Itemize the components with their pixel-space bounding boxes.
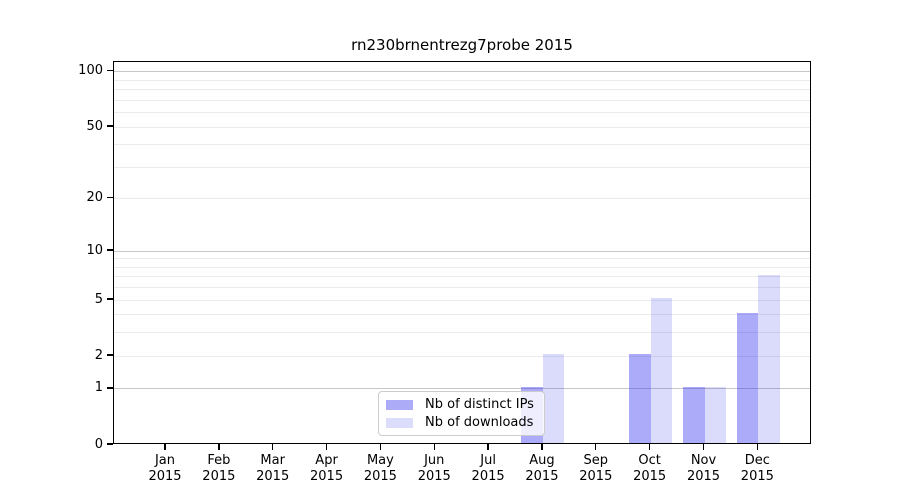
y-tick (107, 387, 113, 389)
bar-nb-of-downloads (542, 354, 565, 443)
gridline-minor (114, 99, 810, 101)
x-tick (272, 444, 274, 450)
x-tick (595, 444, 597, 450)
x-tick (487, 444, 489, 450)
x-tick-label: Jul 2015 (471, 453, 505, 484)
gridline-minor (114, 332, 810, 334)
x-tick (433, 444, 435, 450)
legend: Nb of distinct IPs Nb of downloads (378, 391, 545, 436)
x-tick-label: Jun 2015 (417, 453, 451, 484)
x-tick (218, 444, 220, 450)
y-tick (107, 443, 113, 445)
chart-title: rn230brnentrezg7probe 2015 (351, 36, 573, 54)
y-tick-label: 10 (86, 242, 103, 258)
x-tick (164, 444, 166, 450)
x-tick (648, 444, 651, 450)
y-tick (107, 125, 113, 127)
bar-nb-of-downloads (650, 298, 673, 443)
x-tick (379, 444, 382, 450)
y-tick-label: 100 (78, 63, 103, 79)
gridline-minor (114, 198, 810, 200)
gridline-minor (114, 166, 810, 168)
gridline-minor (114, 314, 810, 316)
x-tick (702, 444, 705, 450)
gridline-minor (114, 258, 810, 260)
gridline-minor (114, 79, 810, 81)
legend-label: Nb of distinct IPs (425, 396, 534, 412)
y-tick (107, 298, 113, 300)
x-tick-label: Sep 2015 (579, 453, 613, 484)
y-tick (107, 354, 113, 356)
bar-nb-of-downloads (758, 274, 780, 443)
legend-row: Nb of distinct IPs (386, 396, 538, 412)
y-tick-label: 1 (94, 380, 103, 396)
bar-nb-of-distinct-ips (736, 312, 759, 443)
x-tick (325, 444, 328, 450)
y-tick (107, 197, 113, 199)
gridline-minor (114, 276, 810, 278)
gridline-minor (114, 266, 810, 268)
legend-swatch-distinct-ips (386, 399, 413, 410)
x-tick-label: Oct 2015 (633, 453, 667, 484)
gridline-minor (114, 355, 810, 357)
gridline-major (114, 71, 810, 73)
bar-nb-of-distinct-ips (629, 354, 651, 443)
gridline-minor (114, 299, 810, 301)
gridline-minor (114, 287, 810, 289)
x-tick-label: Feb 2015 (202, 453, 236, 484)
x-tick-label: Nov 2015 (686, 453, 721, 484)
x-tick-label: May 2015 (363, 453, 397, 484)
legend-swatch-downloads (386, 417, 413, 428)
gridline-major (114, 250, 810, 252)
x-tick-label: Dec 2015 (740, 453, 774, 484)
y-tick-label: 50 (86, 118, 103, 134)
gridline-minor (114, 144, 810, 146)
y-tick (107, 70, 113, 72)
y-tick-label: 5 (94, 291, 103, 307)
x-tick-label: Apr 2015 (310, 453, 344, 484)
x-tick-label: Mar 2015 (256, 453, 290, 484)
y-tick (107, 249, 113, 251)
x-tick (541, 444, 543, 450)
legend-label: Nb of downloads (425, 414, 534, 430)
gridline-major (114, 388, 810, 390)
y-tick-label: 2 (94, 347, 103, 363)
x-tick-label: Jan 2015 (148, 453, 182, 484)
gridline-minor (114, 112, 810, 114)
bar-nb-of-downloads (704, 386, 726, 443)
gridline-minor (114, 89, 810, 91)
y-tick-label: 20 (86, 190, 103, 206)
x-tick (756, 444, 759, 450)
plot-area (113, 61, 811, 444)
legend-row: Nb of downloads (386, 414, 538, 430)
gridline-minor (114, 126, 810, 128)
bar-nb-of-distinct-ips (683, 386, 705, 443)
x-tick-label: Aug 2015 (525, 453, 559, 484)
y-tick-label: 0 (94, 436, 103, 452)
